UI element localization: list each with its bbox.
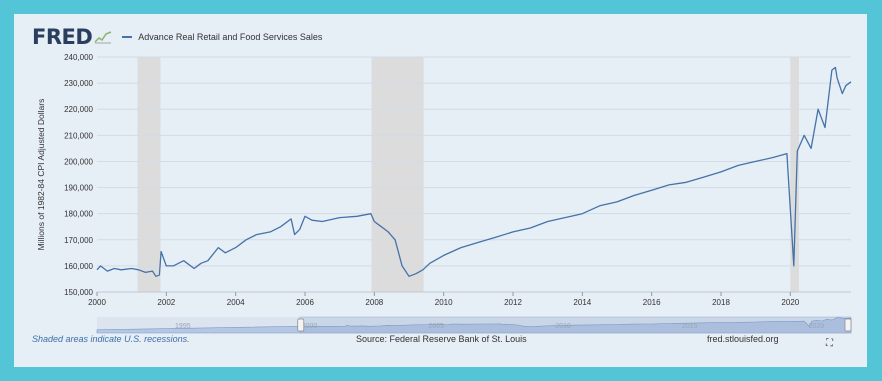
chart-header: FRED Advance Real Retail and Food Servic… [32,25,323,49]
x-tick-label: 2008 [365,298,383,307]
navigator-tick-label: 2020 [809,323,825,330]
source-text: Source: Federal Reserve Bank of St. Loui… [356,334,527,344]
y-tick-label: 220,000 [64,105,93,114]
x-tick-label: 2004 [227,298,245,307]
x-tick-label: 2016 [643,298,661,307]
source-url[interactable]: fred.stlouisfed.org [707,334,779,344]
y-tick-label: 170,000 [64,236,93,245]
legend-label: Advance Real Retail and Food Services Sa… [138,32,323,42]
recession-band [137,57,161,292]
y-tick-label: 210,000 [64,131,93,140]
fred-logo[interactable]: FRED [32,25,93,49]
legend-swatch [122,36,133,38]
y-tick-label: 240,000 [64,53,93,62]
navigator-tick-label: 2000 [302,323,318,330]
expand-icon[interactable]: ⛶ [826,338,833,349]
x-tick-label: 2002 [157,298,175,307]
navigator-tick-label: 2015 [682,323,698,330]
x-tick-label: 2014 [573,298,591,307]
x-tick-label: 2020 [781,298,799,307]
navigator-area [96,317,852,334]
recession-band [790,57,799,292]
navigator-tick-label: 2010 [555,323,571,330]
x-tick-label: 2010 [435,298,453,307]
navigator-selection [299,316,852,334]
y-tick-label: 190,000 [64,184,93,193]
x-tick-label: 2006 [296,298,314,307]
x-tick-label: 2000 [88,298,106,307]
y-tick-label: 150,000 [64,288,93,297]
navigator-tick-label: 2005 [428,323,444,330]
y-tick-label: 160,000 [64,262,93,271]
navigator-tick-label: 1995 [175,323,191,330]
y-tick-label: 230,000 [64,79,93,88]
x-tick-label: 2012 [504,298,522,307]
y-tick-label: 200,000 [64,157,93,166]
chart-line-icon [94,31,112,44]
recession-band [371,57,424,292]
navigator-handle-right[interactable] [844,318,852,332]
recession-note: Shaded areas indicate U.S. recessions. [32,334,190,344]
y-axis-title: Millions of 1982-84 CPI Adjusted Dollars [36,99,46,251]
series-line [96,66,852,277]
navigator-handle-left[interactable] [297,318,305,332]
y-tick-label: 180,000 [64,210,93,219]
x-tick-label: 2018 [712,298,730,307]
